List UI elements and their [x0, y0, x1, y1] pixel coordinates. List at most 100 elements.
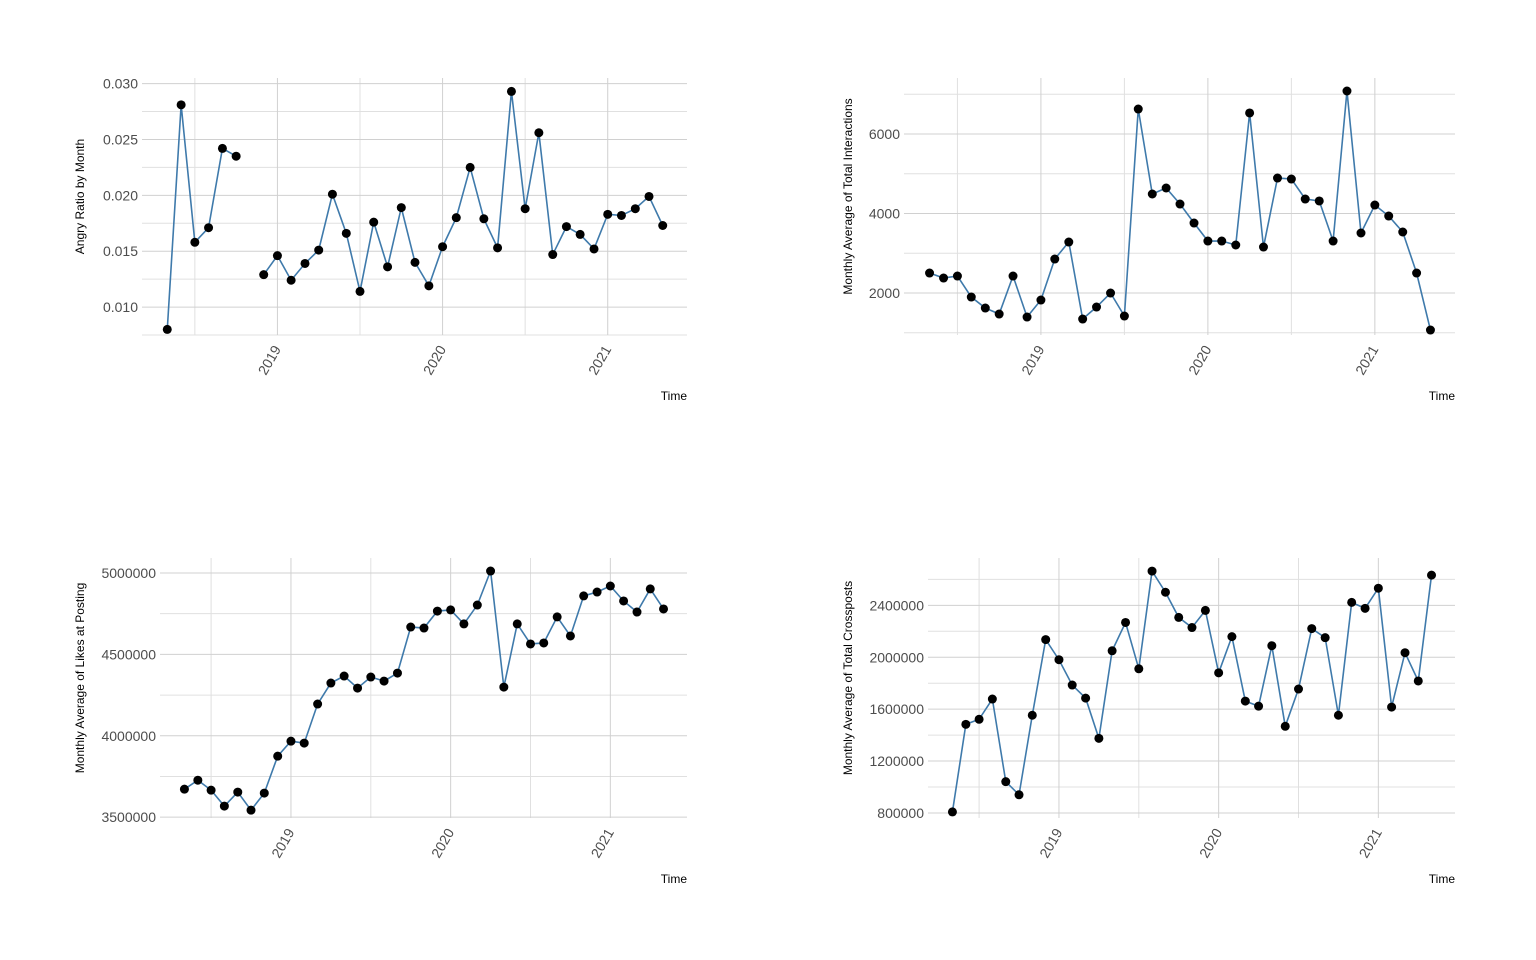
data-point: [217, 143, 227, 153]
data-point: [410, 257, 420, 267]
data-point: [659, 604, 669, 614]
data-point: [1214, 668, 1224, 678]
y-tick-label: 0.025: [103, 131, 138, 147]
y-axis-title: Angry Ratio by Month: [73, 139, 87, 254]
data-point: [1134, 664, 1144, 674]
y-tick-label: 4500000: [101, 646, 156, 662]
data-point: [300, 258, 310, 268]
data-point: [1217, 236, 1227, 246]
data-point: [459, 619, 469, 629]
data-point: [987, 694, 997, 704]
data-point: [1293, 684, 1303, 694]
data-point: [1036, 295, 1046, 305]
data-point: [1041, 635, 1051, 645]
data-point: [193, 775, 203, 785]
data-point: [446, 605, 456, 615]
data-point: [1245, 108, 1255, 118]
data-point: [1356, 228, 1366, 238]
data-point: [259, 788, 269, 798]
y-tick-label: 0.010: [103, 299, 138, 315]
data-point: [1094, 733, 1104, 743]
data-point: [994, 309, 1004, 319]
data-point: [520, 204, 530, 214]
data-point: [1384, 211, 1394, 221]
data-point: [1092, 302, 1102, 312]
data-point: [1342, 86, 1352, 96]
x-tick-label: 2021: [1352, 342, 1382, 377]
y-tick-label: 0.030: [103, 76, 138, 92]
data-point: [539, 638, 549, 648]
data-point: [1373, 583, 1383, 593]
data-line: [166, 91, 664, 330]
data-point: [966, 292, 976, 302]
data-point: [204, 223, 214, 233]
x-tick-label: 2020: [1196, 825, 1226, 860]
data-point: [1370, 200, 1380, 210]
y-axis-title: Monthly Average of Likes at Posting: [73, 583, 87, 774]
data-point: [353, 683, 363, 693]
data-point: [592, 587, 602, 597]
x-tick-label: 2019: [1018, 342, 1048, 377]
data-point: [190, 237, 200, 247]
data-line: [929, 90, 1432, 331]
panel: 0.010 0.015 0.020 0.025 0.030 2019 2020 2021 Ang…: [73, 76, 687, 403]
data-point: [1022, 312, 1032, 322]
data-point: [952, 271, 962, 281]
x-tick-label: 2021: [1356, 825, 1386, 860]
data-point: [1240, 696, 1250, 706]
data-point: [419, 623, 429, 633]
data-point: [1227, 632, 1237, 642]
data-point: [980, 303, 990, 313]
data-point: [1328, 236, 1338, 246]
data-point: [233, 787, 243, 797]
data-point: [479, 214, 489, 224]
data-point: [605, 581, 615, 591]
panel: 2000 4000 6000 2019 2020 2021 Monthly Average …: [841, 78, 1455, 403]
x-tick-label: 2020: [428, 825, 458, 860]
data-point: [630, 204, 640, 214]
data-point: [632, 607, 642, 617]
data-point: [339, 671, 349, 681]
data-point: [369, 217, 379, 227]
data-point: [379, 676, 389, 686]
data-point: [392, 668, 402, 678]
data-point: [272, 251, 282, 261]
data-point: [1008, 271, 1018, 281]
data-point: [326, 678, 336, 688]
data-point: [974, 714, 984, 724]
y-tick-label: 2000000: [869, 649, 924, 665]
y-tick-label: 1600000: [869, 701, 924, 717]
data-point: [1280, 721, 1290, 731]
data-point: [579, 591, 589, 601]
data-point: [472, 600, 482, 610]
data-point: [286, 275, 296, 285]
data-point: [493, 243, 503, 253]
data-point: [925, 268, 935, 278]
panel: 3500000 4000000 4500000 5000000 2019 2020 2021…: [73, 558, 687, 886]
data-point: [246, 805, 256, 815]
data-point: [506, 86, 516, 96]
data-point: [432, 606, 442, 616]
data-point: [206, 785, 216, 795]
x-tick-label: 2021: [588, 825, 618, 860]
data-point: [565, 631, 575, 641]
y-tick-label: 3500000: [101, 809, 156, 825]
data-point: [603, 209, 613, 219]
data-point: [465, 162, 475, 172]
data-line: [951, 568, 1433, 813]
data-point: [575, 229, 585, 239]
data-point: [1400, 648, 1410, 658]
data-point: [259, 270, 269, 280]
data-point: [1254, 701, 1264, 711]
x-tick-label: 2020: [420, 342, 450, 377]
data-point: [327, 189, 337, 199]
y-tick-label: 0.015: [103, 243, 138, 259]
data-point: [1160, 587, 1170, 597]
y-tick-label: 0.020: [103, 187, 138, 203]
x-tick-label: 2019: [1036, 825, 1066, 860]
data-point: [1119, 311, 1129, 321]
x-axis-title: Time: [661, 872, 688, 886]
data-point: [1078, 314, 1088, 324]
data-point: [1175, 199, 1185, 209]
